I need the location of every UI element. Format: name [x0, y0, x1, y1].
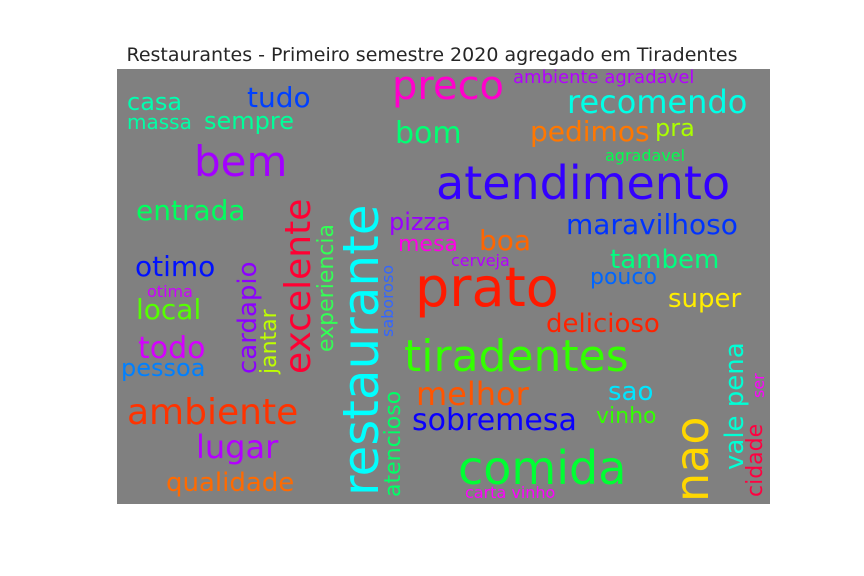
word-recomendo: recomendo: [567, 83, 747, 121]
word-excelente: excelente: [278, 199, 319, 374]
word-massa: massa: [127, 110, 192, 134]
word-sao: sao: [608, 377, 653, 407]
word-super: super: [668, 284, 742, 314]
word-pra: pra: [655, 114, 695, 142]
word-boa: boa: [479, 224, 531, 257]
word-carta-vinho: carta vinho: [465, 483, 555, 502]
word-jantar: jantar: [257, 308, 282, 375]
word-bom: bom: [395, 116, 462, 151]
word-entrada: entrada: [136, 194, 246, 227]
word-tiradentes: tiradentes: [404, 331, 629, 382]
word-qualidade: qualidade: [166, 468, 294, 498]
word-bem: bem: [194, 137, 287, 186]
word-comida: comida: [458, 441, 626, 495]
word-cardapio: cardapio: [233, 261, 263, 374]
word-pedimos: pedimos: [530, 115, 650, 148]
word-cerveja: cerveja: [451, 251, 510, 270]
word-atendimento: atendimento: [436, 156, 730, 210]
word-sempre: sempre: [204, 107, 294, 135]
word-nao: nao: [665, 417, 719, 503]
word-sobremesa: sobremesa: [412, 403, 577, 438]
word-otimo: otimo: [135, 250, 215, 283]
word-atencioso: atencioso: [381, 391, 406, 497]
word-local: local: [136, 293, 201, 326]
word-vale-pena: vale pena: [720, 342, 750, 470]
word-maravilhoso: maravilhoso: [566, 208, 738, 241]
word-delicioso: delicioso: [546, 309, 660, 339]
word-experiencia: experiencia: [314, 224, 339, 352]
word-pessoa: pessoa: [121, 354, 205, 382]
word-lugar: lugar: [196, 428, 279, 466]
word-vinho: vinho: [596, 404, 656, 429]
word-pizza: pizza: [389, 208, 451, 236]
word-restaurante: restaurante: [332, 205, 390, 496]
word-otima: otima: [147, 282, 193, 301]
word-ambiente-agradavel: ambiente agradavel: [513, 67, 694, 88]
word-tudo: tudo: [247, 81, 311, 114]
word-casa: casa: [127, 88, 182, 116]
word-saboroso: saboroso: [378, 265, 397, 337]
word-melhor: melhor: [416, 375, 530, 413]
word-pouco: pouco: [590, 265, 657, 290]
word-mesa: mesa: [398, 232, 458, 257]
word-prato: prato: [415, 256, 559, 319]
word-ser: ser: [749, 373, 768, 398]
word-agradavel: agradavel: [605, 146, 685, 165]
cloud-words: restaurante prato atendimento tiradentes com…: [121, 63, 768, 502]
word-tambem: tambem: [610, 245, 719, 275]
word-cidade: cidade: [743, 424, 768, 497]
cloud-background: [117, 69, 770, 504]
word-ambiente: ambiente: [127, 392, 298, 433]
word-preco: preco: [392, 63, 504, 109]
word-todo: todo: [138, 331, 206, 366]
chart-title: Restaurantes - Primeiro semestre 2020 ag…: [126, 44, 738, 66]
